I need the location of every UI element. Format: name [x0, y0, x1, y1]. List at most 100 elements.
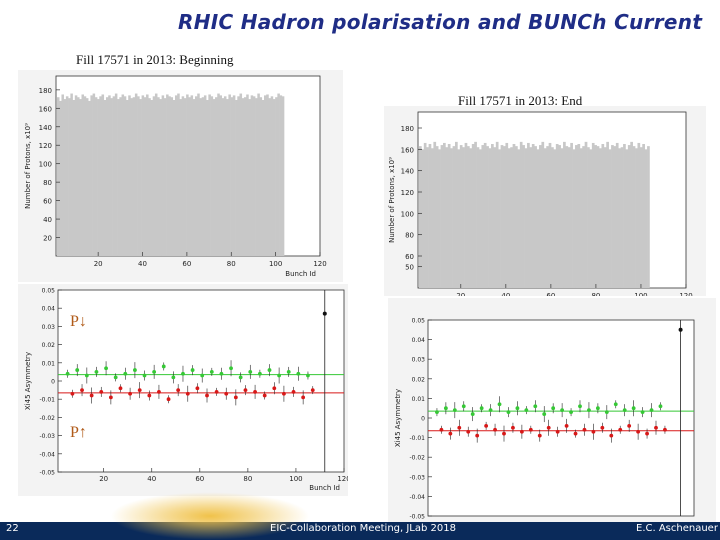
histogram-bar	[90, 95, 93, 256]
asymmetry-beginning: -0.05 -0.04 -0.03 -0.02 -0.01 0 0.01 0.02 0.03 0.…	[24, 288, 351, 493]
histogram-bar	[647, 146, 650, 288]
histogram-bar	[72, 100, 76, 256]
histogram-bar	[92, 93, 96, 257]
y-tick-label: -0.01	[409, 435, 425, 442]
data-point	[108, 395, 113, 400]
histogram-bar	[203, 95, 207, 256]
histogram-bar	[611, 145, 614, 288]
histogram-bar	[79, 99, 82, 256]
histogram-bar	[170, 97, 174, 256]
histogram-bar	[239, 93, 243, 257]
data-point	[555, 429, 560, 434]
data-point	[587, 408, 591, 413]
histogram-bar	[536, 149, 540, 288]
y-tick-label: 60	[43, 198, 52, 206]
histogram-bar	[551, 147, 554, 288]
histogram-bar	[491, 144, 494, 288]
y-tick-label: 0	[51, 379, 55, 386]
histogram-bar	[462, 147, 465, 288]
histogram-bar	[223, 96, 227, 256]
histogram-bar	[560, 148, 564, 288]
histogram-bar	[141, 95, 145, 256]
data-point	[181, 371, 185, 376]
histogram-beginning-panel: 20 40 60 80 100 120 140 160 180 20 40 60 80 100 120 Bun…	[18, 70, 343, 282]
x-tick-label: 100	[269, 260, 282, 268]
data-point	[133, 368, 137, 372]
y-tick-label: 0.04	[42, 306, 56, 313]
data-point	[185, 391, 190, 396]
x-tick-label: 40	[501, 292, 510, 296]
histogram-bar	[248, 99, 251, 256]
data-point	[542, 412, 547, 416]
data-point	[470, 412, 475, 416]
data-point	[272, 386, 277, 391]
histogram-bar	[419, 146, 422, 288]
data-point	[219, 371, 224, 376]
data-point	[461, 404, 466, 409]
data-point	[262, 393, 267, 398]
histogram-bar	[543, 148, 547, 288]
histogram-bar	[534, 146, 537, 288]
data-point	[466, 429, 471, 434]
footer-bar	[0, 492, 720, 540]
histogram-bar	[65, 96, 69, 256]
histogram-bar	[627, 145, 631, 288]
histogram-bar	[572, 149, 576, 288]
y-tick-label: 0.02	[42, 342, 56, 349]
data-point	[238, 375, 243, 380]
y-tick-label: 140	[39, 124, 52, 132]
histogram-bar	[488, 148, 492, 288]
histogram-bar	[452, 146, 456, 288]
histogram-bar	[279, 95, 283, 256]
data-point	[618, 427, 623, 432]
data-point	[118, 386, 123, 391]
histogram-bar	[97, 99, 100, 256]
histogram-bar	[558, 145, 561, 288]
x-tick-label: 120	[337, 475, 348, 483]
histogram-bar	[527, 142, 530, 288]
histogram-bar	[471, 144, 475, 288]
y-tick-label: 0.01	[412, 396, 426, 403]
histogram-bar	[447, 144, 451, 288]
y-axis-label: Number of Protons, x10⁹	[388, 157, 396, 243]
histogram-bar	[161, 95, 165, 256]
histogram-bar	[268, 98, 271, 257]
data-point	[502, 431, 506, 436]
histogram-bar	[132, 97, 136, 256]
histogram-bar	[642, 144, 645, 288]
data-point	[296, 371, 301, 376]
histogram-bar	[613, 146, 617, 288]
histogram-bar	[163, 98, 167, 257]
x-tick-label: 100	[634, 292, 647, 296]
footer-author: E.C. Aschenauer	[636, 523, 718, 534]
histogram-bar	[575, 145, 578, 288]
data-point	[609, 433, 614, 438]
y-tick-label: 140	[401, 168, 414, 176]
histogram-bar	[212, 99, 216, 256]
histogram-bar	[94, 97, 98, 256]
data-point	[80, 388, 84, 392]
data-point	[84, 373, 89, 378]
data-point	[488, 408, 493, 413]
y-tick-label: -0.03	[409, 474, 425, 481]
histogram-bar	[208, 94, 211, 256]
data-point	[205, 393, 209, 398]
data-point	[439, 427, 444, 432]
histogram-bar	[83, 96, 87, 256]
histogram-bar	[579, 148, 583, 288]
data-point	[560, 408, 565, 413]
histogram-bar	[152, 96, 156, 256]
histogram-bar	[246, 94, 249, 256]
data-point	[537, 433, 542, 438]
data-point	[435, 410, 439, 415]
histogram-bar	[139, 99, 142, 256]
histogram-bar	[150, 100, 154, 256]
histogram-bar	[565, 146, 569, 288]
histogram-bar	[110, 98, 113, 257]
data-point	[452, 408, 457, 413]
data-point	[291, 390, 296, 394]
histogram-bar	[623, 144, 626, 288]
histogram-bar	[99, 96, 102, 256]
data-point	[654, 425, 658, 430]
histogram-bar	[522, 145, 525, 288]
